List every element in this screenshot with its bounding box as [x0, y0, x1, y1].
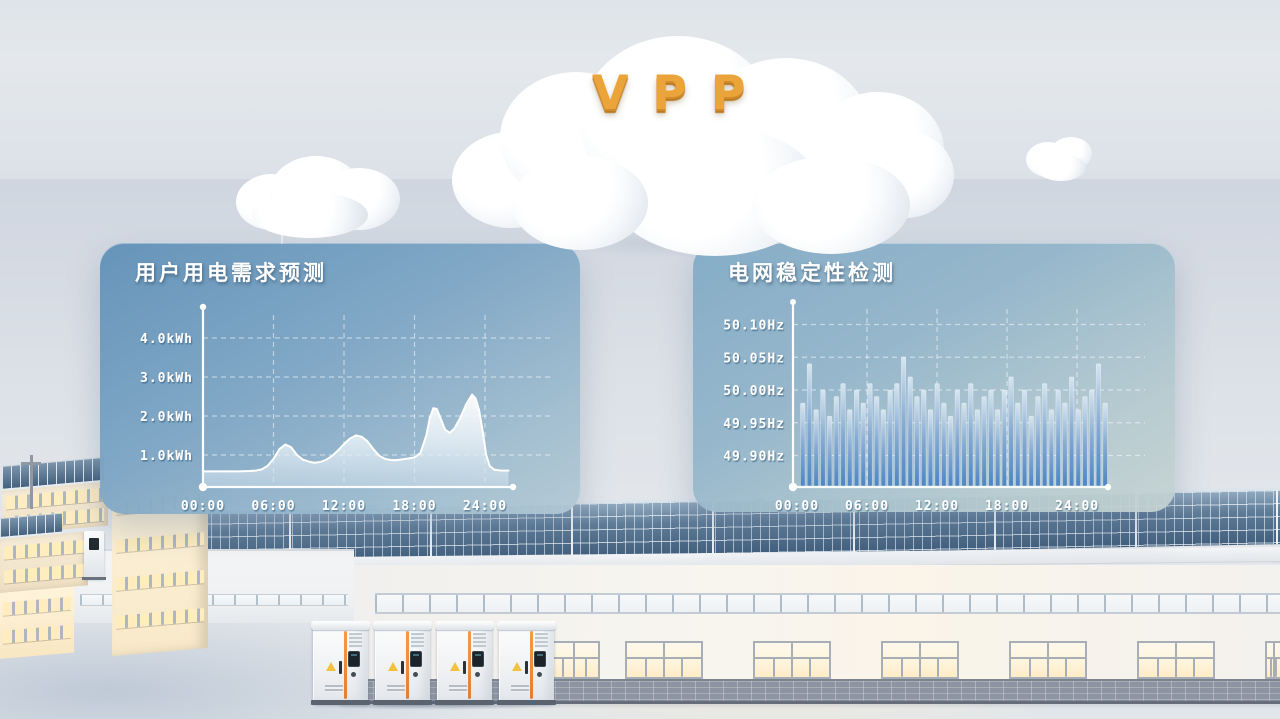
charger-base	[82, 577, 106, 580]
demand-panel-title: 用户用电需求预测	[135, 261, 327, 285]
cabinet-base	[435, 700, 494, 705]
house-windows	[115, 570, 205, 591]
storage-cabinet	[373, 621, 432, 705]
cabinet-screen	[472, 651, 484, 667]
cabinet-dial	[475, 672, 480, 677]
wing-window-strip	[80, 594, 348, 606]
cabinet-cap	[497, 621, 556, 630]
cabinet-handle	[525, 661, 528, 674]
factory-window	[625, 641, 703, 679]
building-ground-shadow	[340, 700, 1280, 709]
svg-text:2.0kWh: 2.0kWh	[140, 410, 193, 425]
factory-window	[1009, 641, 1087, 679]
factory-window	[753, 641, 831, 679]
svg-text:06:00: 06:00	[845, 499, 889, 512]
brick-wainscot	[345, 679, 1280, 701]
cabinet-base	[497, 700, 556, 705]
cloud-puff	[512, 156, 648, 250]
cabinet-grille	[449, 685, 467, 692]
svg-text:49.95Hz: 49.95Hz	[723, 417, 785, 432]
cabinet-screen	[410, 651, 422, 667]
cabinet-handle	[339, 661, 342, 674]
cabinet-vent	[349, 633, 362, 648]
svg-text:24:00: 24:00	[463, 499, 507, 514]
storage-cabinet	[311, 621, 370, 705]
svg-text:00:00: 00:00	[775, 499, 819, 512]
svg-text:18:00: 18:00	[985, 499, 1029, 512]
utility-pole-arm	[21, 462, 41, 465]
cabinet-grille	[325, 685, 343, 692]
cabinet-orange-stripe	[468, 631, 471, 699]
vpp-3d-title: VPP	[592, 66, 770, 121]
demand-area-chart: 4.0kWh 3.0kWh 2.0kWh 1.0kWh 00:00 06:00 12:00 1…	[140, 303, 552, 514]
grid-frequency-bar-chart: 50.10Hz 50.05Hz 50.00Hz 49.95Hz 49.90Hz 00:00…	[723, 299, 1145, 512]
house-windows	[115, 532, 205, 553]
cabinet-dial	[351, 672, 356, 677]
factory-window	[548, 641, 600, 679]
svg-text:06:00: 06:00	[251, 499, 295, 514]
cabinet-orange-stripe	[406, 631, 409, 699]
factory-window	[1265, 641, 1280, 679]
cloud-puff	[252, 192, 368, 238]
grid-stability-panel: 电网稳定性检测 50.10Hz 50.05Hz 50.00Hz 49.95Hz 49.9…	[693, 243, 1175, 512]
charger-screen	[89, 538, 99, 550]
cabinet-base	[311, 700, 370, 705]
cabinet-cap	[311, 621, 370, 630]
house-windows	[2, 596, 72, 616]
cabinet-handle	[463, 661, 466, 674]
cabinet-screen	[534, 651, 546, 667]
cloud-puff	[1036, 154, 1086, 181]
svg-text:3.0kWh: 3.0kWh	[140, 371, 193, 386]
warning-triangle-icon	[512, 662, 522, 671]
house-windows	[2, 624, 72, 644]
cloud-puff	[752, 156, 910, 254]
cabinet-cap	[373, 621, 432, 630]
cabinet-vent	[411, 633, 424, 648]
cabinet-grille	[387, 685, 405, 692]
warning-triangle-icon	[450, 662, 460, 671]
cabinet-orange-stripe	[344, 631, 347, 699]
svg-text:50.05Hz: 50.05Hz	[723, 351, 785, 366]
svg-text:24:00: 24:00	[1055, 499, 1099, 512]
storage-cabinet	[435, 621, 494, 705]
house-windows	[3, 563, 85, 584]
cabinet-handle	[401, 661, 404, 674]
demand-forecast-panel: 用户用电需求预测 4.0kWh 3.0kWh 2.0kWh 1.0kWh 00:00 06…	[100, 243, 580, 514]
svg-text:18:00: 18:00	[392, 499, 436, 514]
wall-base-line	[345, 701, 1280, 704]
svg-text:4.0kWh: 4.0kWh	[140, 332, 193, 347]
cabinet-cap	[435, 621, 494, 630]
factory-window	[881, 641, 959, 679]
house-windows	[115, 608, 205, 629]
ev-charger-cabinet	[82, 531, 106, 580]
svg-text:1.0kWh: 1.0kWh	[140, 449, 193, 464]
cabinet-vent	[535, 633, 548, 648]
house-wall	[0, 586, 74, 659]
utility-pole	[30, 455, 33, 509]
svg-text:50.00Hz: 50.00Hz	[723, 384, 785, 399]
storage-cabinet	[497, 621, 556, 705]
svg-text:12:00: 12:00	[322, 499, 366, 514]
cabinet-dial	[537, 672, 542, 677]
svg-text:00:00: 00:00	[181, 499, 225, 514]
clerestory-window-strip	[375, 593, 1280, 614]
factory-window	[1137, 641, 1215, 679]
house-windows	[3, 539, 85, 560]
house-windows	[6, 487, 104, 510]
svg-text:49.90Hz: 49.90Hz	[723, 450, 785, 465]
cabinet-grille	[511, 685, 529, 692]
cabinet-vent	[473, 633, 486, 648]
grid-panel-title: 电网稳定性检测	[728, 261, 896, 285]
warning-triangle-icon	[388, 662, 398, 671]
cabinet-orange-stripe	[530, 631, 533, 699]
cabinet-dial	[413, 672, 418, 677]
svg-text:50.10Hz: 50.10Hz	[723, 319, 785, 334]
cabinet-screen	[348, 651, 360, 667]
warning-triangle-icon	[326, 662, 336, 671]
cabinet-base	[373, 700, 432, 705]
house-wall	[0, 531, 88, 593]
svg-text:12:00: 12:00	[915, 499, 959, 512]
